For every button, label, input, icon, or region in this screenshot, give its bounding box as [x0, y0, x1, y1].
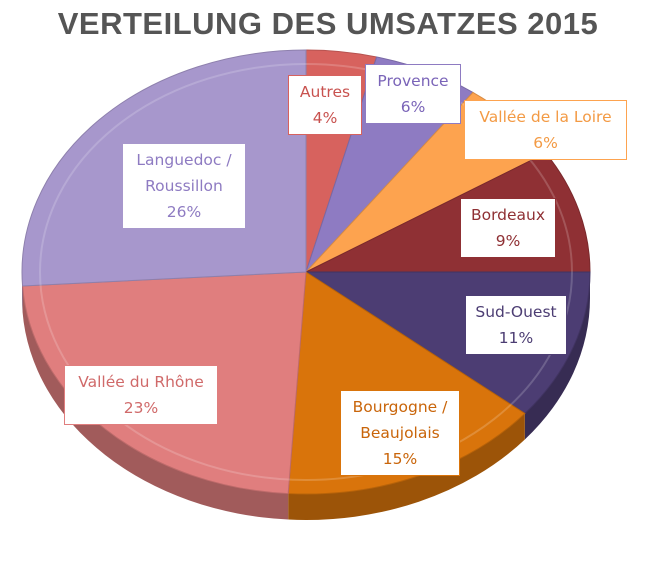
slice-label-autres: Autres 4% [288, 75, 362, 135]
slice-label-sud-ouest: Sud-Ouest 11% [465, 295, 567, 355]
slice-label-languedoc-roussillon: Languedoc / Roussillon 26% [122, 143, 246, 229]
slice-label-bourgogne-beaujolais: Bourgogne / Beaujolais 15% [340, 390, 460, 476]
slice-label-vallee-de-la-loire: Vallée de la Loire 6% [464, 100, 627, 160]
chart-title: VERTEILUNG DES UMSATZES 2015 [57, 6, 599, 41]
slice-label-provence: Provence 6% [365, 64, 461, 124]
pie-side-sud-ouest [524, 272, 590, 440]
pie-rim-highlight [39, 63, 573, 481]
slice-label-bordeaux: Bordeaux 9% [460, 198, 556, 258]
slice-label-vallee-du-rhone: Vallée du Rhône 23% [64, 365, 218, 425]
pie-side-bourgogne-beaujolais [288, 413, 525, 520]
